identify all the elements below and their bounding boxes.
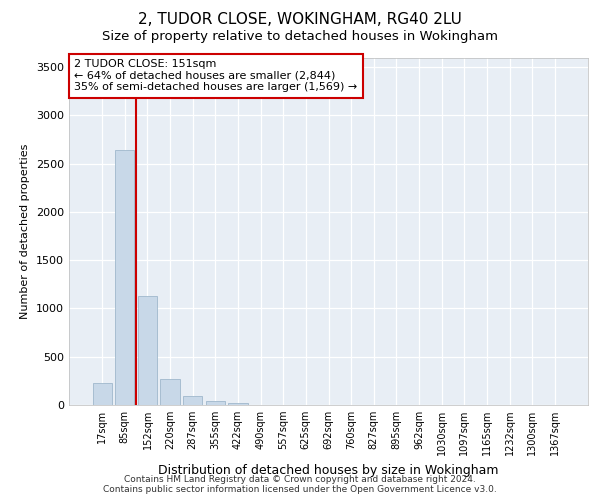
- Bar: [115, 150, 134, 405]
- Text: 2, TUDOR CLOSE, WOKINGHAM, RG40 2LU: 2, TUDOR CLOSE, WOKINGHAM, RG40 2LU: [138, 12, 462, 28]
- Bar: [229, 403, 248, 405]
- Bar: [138, 296, 157, 405]
- Text: Size of property relative to detached houses in Wokingham: Size of property relative to detached ho…: [102, 30, 498, 43]
- Y-axis label: Number of detached properties: Number of detached properties: [20, 144, 31, 319]
- Text: Contains HM Land Registry data © Crown copyright and database right 2024.
Contai: Contains HM Land Registry data © Crown c…: [103, 474, 497, 494]
- Bar: [160, 379, 180, 405]
- X-axis label: Distribution of detached houses by size in Wokingham: Distribution of detached houses by size …: [158, 464, 499, 476]
- Bar: [92, 383, 112, 405]
- Text: 2 TUDOR CLOSE: 151sqm
← 64% of detached houses are smaller (2,844)
35% of semi-d: 2 TUDOR CLOSE: 151sqm ← 64% of detached …: [74, 59, 358, 92]
- Bar: [206, 400, 225, 405]
- Bar: [183, 396, 202, 405]
